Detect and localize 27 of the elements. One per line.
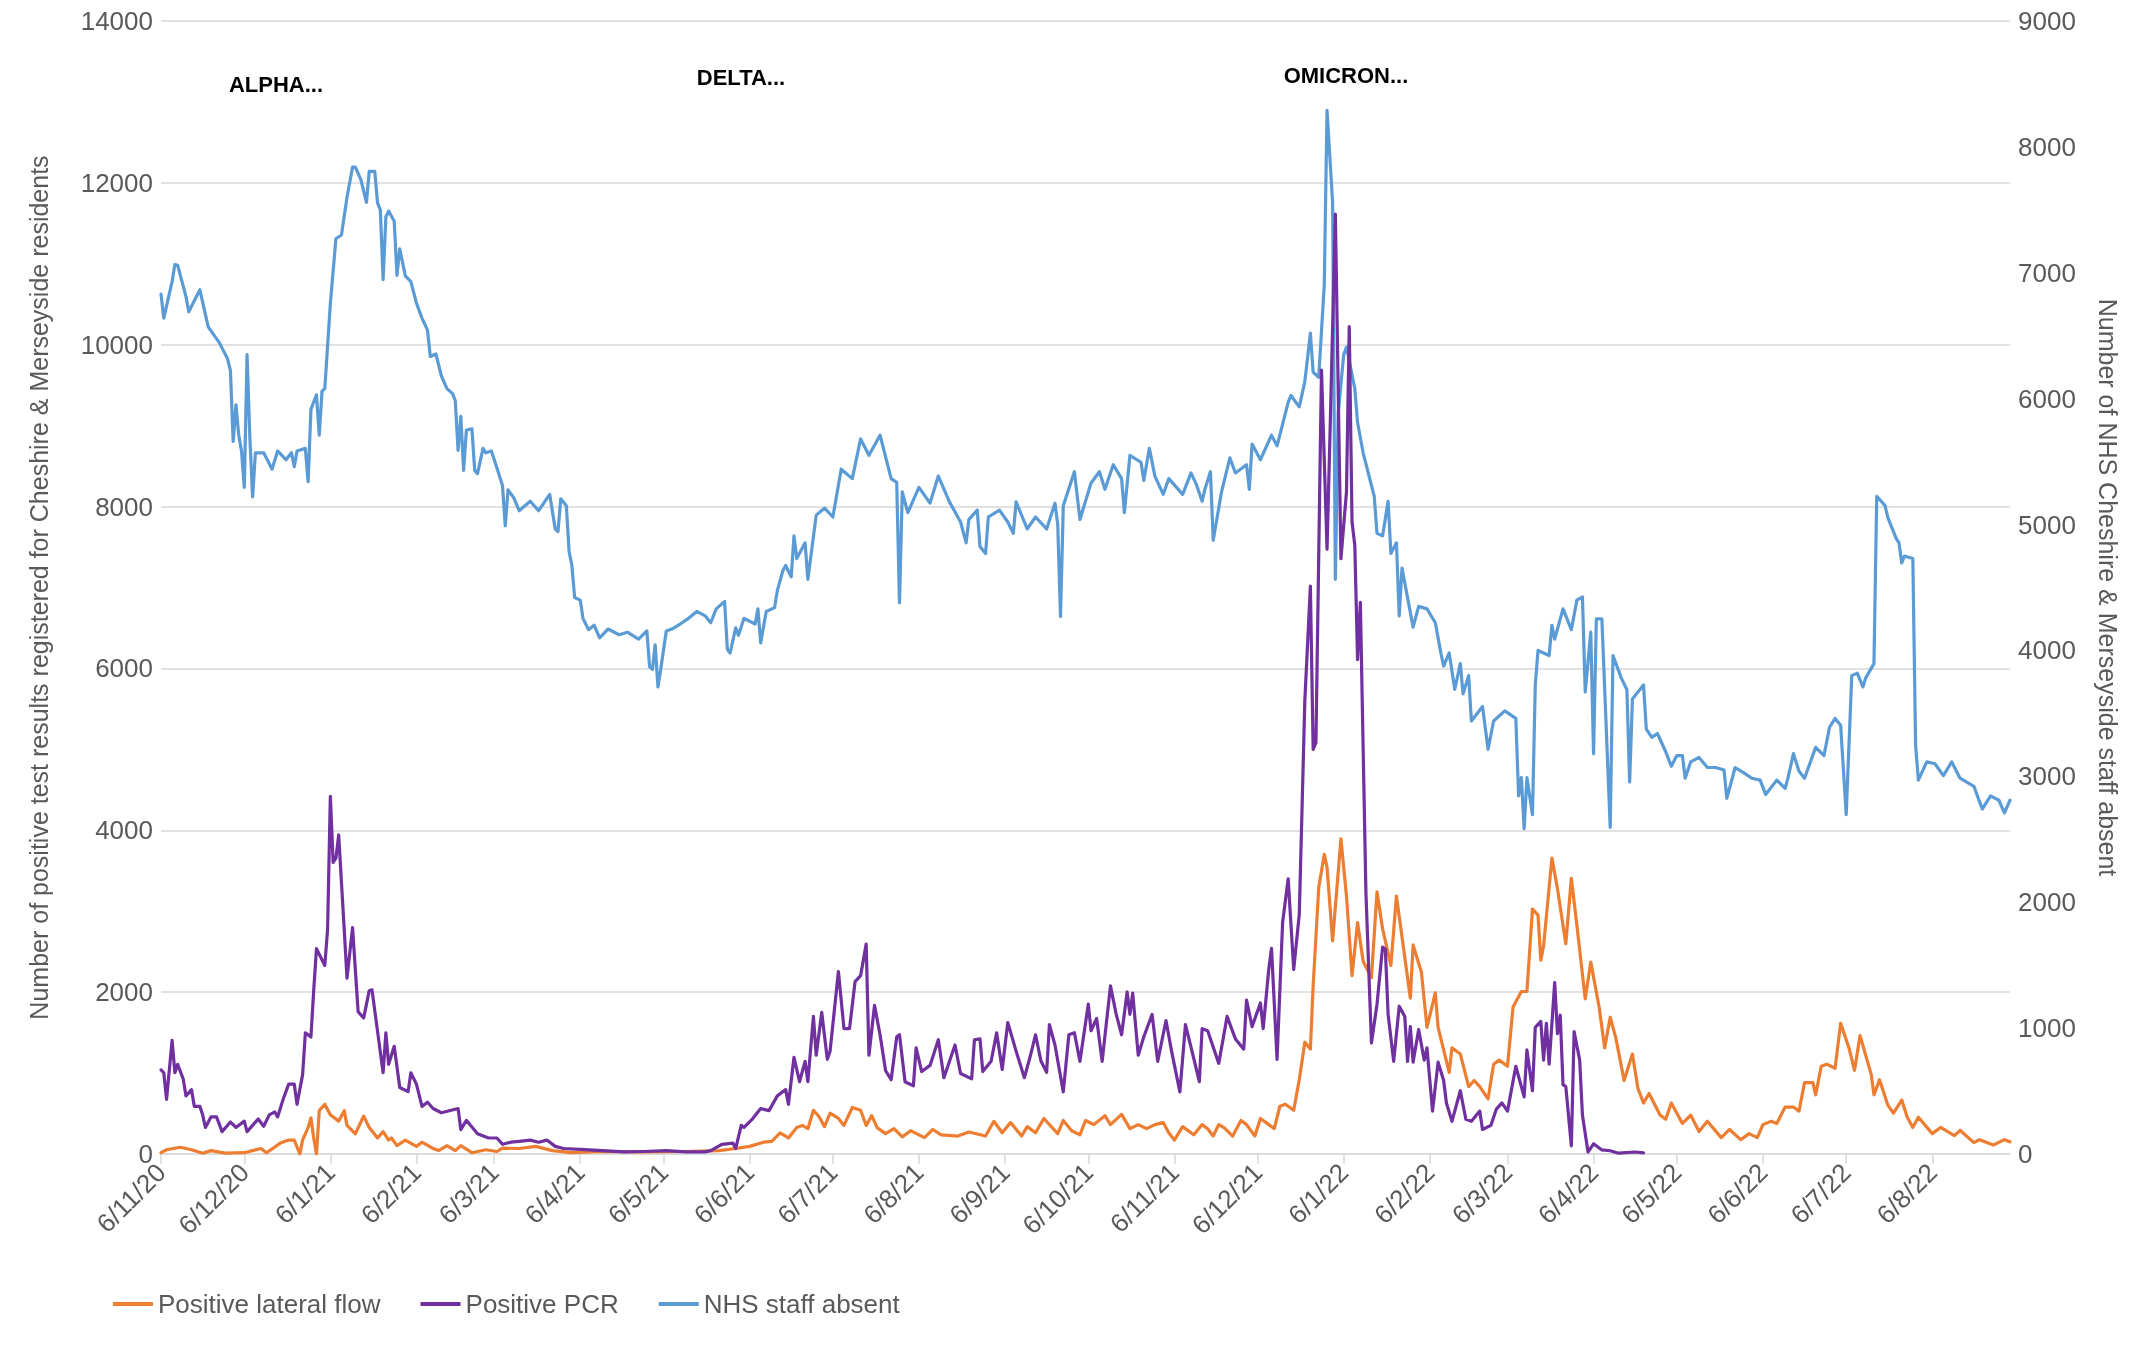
- y-tick-label: 6000: [95, 653, 153, 684]
- line-series: [159, 108, 2012, 831]
- y2-tick-label: 7000: [2018, 257, 2076, 288]
- y-tick-label: 12000: [80, 167, 153, 198]
- y2-tick-label: 0: [2018, 1139, 2033, 1169]
- annotation: OMICRON...: [1283, 62, 1409, 88]
- y-tick-label: 2000: [95, 977, 153, 1008]
- legend-label: Positive lateral flow: [158, 1289, 381, 1319]
- y-tick-label: 14000: [80, 6, 153, 36]
- annotation: ALPHA...: [228, 71, 324, 97]
- y2-tick-label: 6000: [2018, 383, 2076, 414]
- y2-tick-label: 9000: [2018, 6, 2076, 36]
- y2-tick-label: 5000: [2018, 509, 2076, 540]
- y2-axis-title: Number of NHS Cheshire & Merseyside staff absent: [2093, 298, 2122, 877]
- annotation: DELTA...: [696, 64, 786, 90]
- legend-label: NHS staff absent: [703, 1289, 901, 1319]
- legend-label: Positive PCR: [465, 1289, 619, 1319]
- y2-tick-label: 4000: [2018, 635, 2076, 666]
- y-tick-label: 10000: [80, 329, 153, 360]
- y2-tick-label: 8000: [2018, 131, 2076, 162]
- y-axis-title: Number of positive test results registered for Cheshire & Merseyside residents: [24, 155, 53, 1020]
- y2-tick-label: 1000: [2018, 1013, 2076, 1044]
- y2-tick-label: 3000: [2018, 761, 2076, 792]
- y-tick-label: 4000: [95, 815, 153, 846]
- y2-tick-label: 2000: [2018, 887, 2076, 918]
- y-tick-label: 8000: [95, 491, 153, 522]
- line-series: [159, 212, 1646, 1155]
